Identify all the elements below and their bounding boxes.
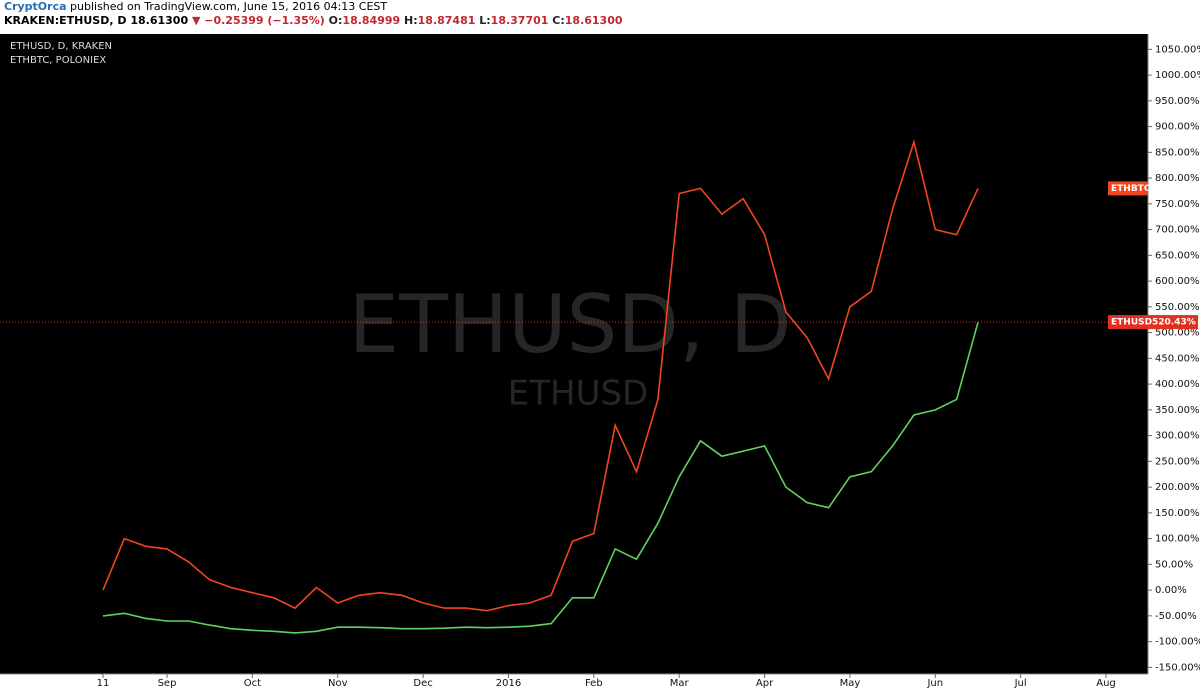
ohlc-value: 18.61300 — [564, 14, 623, 27]
y-tick-label: 750.00% — [1155, 199, 1200, 210]
y-tick-label: 300.00% — [1155, 431, 1200, 442]
y-tick-label: 450.00% — [1155, 353, 1200, 364]
y-tick-label: 350.00% — [1155, 405, 1200, 416]
series-tag-name: ETHBTC — [1111, 184, 1151, 194]
x-tick-label: May — [840, 678, 861, 689]
series-line — [102, 322, 979, 634]
published: published on TradingView.com, June 15, 2… — [70, 0, 388, 13]
legend-entry[interactable]: ETHUSD, D, KRAKEN — [10, 41, 112, 52]
y-tick-label: -100.00% — [1155, 637, 1200, 648]
x-tick-label: Oct — [244, 678, 261, 689]
ohlc-value: 18.87481 — [417, 14, 476, 27]
x-tick-label: 2016 — [496, 678, 521, 689]
y-tick-label: -50.00% — [1155, 611, 1197, 622]
publish-line: CryptOrca published on TradingView.com, … — [4, 0, 1194, 14]
series-tag-value: 520.43% — [1152, 318, 1196, 328]
x-tick-label: Nov — [328, 678, 348, 689]
x-tick-label: Mar — [670, 678, 690, 689]
y-tick-label: 50.00% — [1155, 559, 1193, 570]
y-tick-label: 800.00% — [1155, 173, 1200, 184]
x-tick-label: 11 — [97, 678, 110, 689]
x-tick-label: Sep — [158, 678, 177, 689]
y-tick-label: -150.00% — [1155, 662, 1200, 673]
series-tag — [1108, 315, 1198, 330]
plot-background — [0, 34, 1148, 674]
x-tick-label: Feb — [585, 678, 603, 689]
y-tick-label: 100.00% — [1155, 534, 1200, 545]
ohlc: O:18.84999 H:18.87481 L:18.37701 C:18.61… — [329, 14, 627, 27]
y-tick-label: 250.00% — [1155, 456, 1200, 467]
y-tick-label: 150.00% — [1155, 508, 1200, 519]
legend-entry[interactable]: ETHBTC, POLONIEX — [10, 55, 106, 66]
ohlc-value: 18.37701 — [490, 14, 549, 27]
symbol: KRAKEN:ETHUSD, D — [4, 14, 127, 27]
watermark: ETHUSD, D — [349, 278, 792, 371]
x-tick-label: Jul — [1014, 678, 1027, 689]
ohlc-label: C: — [552, 14, 565, 27]
series-tag-name: ETHUSD — [1111, 318, 1152, 328]
series-line — [102, 139, 979, 612]
y-tick-label: 950.00% — [1155, 96, 1200, 107]
y-tick-label: 200.00% — [1155, 482, 1200, 493]
y-tick-label: 500.00% — [1155, 328, 1200, 339]
y-tick-label: 900.00% — [1155, 122, 1200, 133]
author[interactable]: CryptOrca — [4, 0, 67, 13]
quote-line: KRAKEN:ETHUSD, D 18.61300 ▼ −0.25399 (−1… — [4, 14, 1194, 28]
change: ▼ −0.25399 (−1.35%) — [191, 14, 325, 27]
ohlc-label: L: — [479, 14, 491, 27]
y-tick-label: 600.00% — [1155, 276, 1200, 287]
x-tick-label: Apr — [756, 678, 774, 689]
ohlc-label: O: — [328, 14, 343, 27]
watermark-sub: ETHUSD — [508, 374, 648, 414]
y-tick-label: 0.00% — [1155, 585, 1187, 596]
y-tick-label: 550.00% — [1155, 302, 1200, 313]
x-tick-label: Dec — [413, 678, 432, 689]
ohlc-label: H: — [404, 14, 418, 27]
y-tick-label: 1000.00% — [1155, 70, 1200, 81]
series-tag — [1108, 181, 1148, 196]
price: 18.61300 — [130, 14, 189, 27]
x-tick-label: Aug — [1096, 678, 1116, 689]
y-tick-label: 700.00% — [1155, 225, 1200, 236]
y-tick-label: 850.00% — [1155, 147, 1200, 158]
ohlc-value: 18.84999 — [342, 14, 401, 27]
header: CryptOrca published on TradingView.com, … — [4, 0, 1194, 32]
y-tick-label: 1050.00% — [1155, 44, 1200, 55]
x-tick-label: Jun — [926, 678, 943, 689]
y-tick-label: 400.00% — [1155, 379, 1200, 390]
y-tick-label: 650.00% — [1155, 250, 1200, 261]
